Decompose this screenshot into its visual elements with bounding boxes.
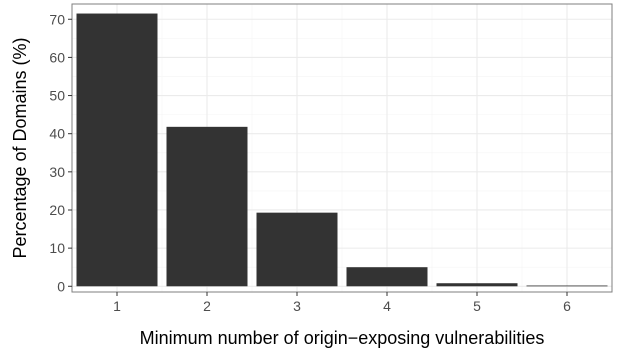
y-tick-label: 60 <box>49 49 65 65</box>
x-axis: 1 2 3 4 5 6 <box>113 292 571 314</box>
bar-3 <box>256 212 338 287</box>
x-tick-label: 2 <box>203 298 211 314</box>
y-tick-label: 10 <box>49 240 65 256</box>
y-axis-title: Percentage of Domains (%) <box>10 37 30 258</box>
bar-5 <box>436 283 518 287</box>
x-axis-title: Minimum number of origin−exposing vulner… <box>140 328 545 348</box>
x-tick-label: 3 <box>293 298 301 314</box>
minor-gridlines <box>72 4 612 292</box>
bar-1 <box>76 13 158 287</box>
x-tick-label: 6 <box>563 298 571 314</box>
y-tick-label: 30 <box>49 164 65 180</box>
panel-border <box>71 3 613 293</box>
x-tick-label: 5 <box>473 298 481 314</box>
y-tick-label: 40 <box>49 126 65 142</box>
bar-6 <box>526 285 608 287</box>
x-tick-label: 4 <box>383 298 391 314</box>
bar-2 <box>166 126 248 287</box>
x-tick-label: 1 <box>113 298 121 314</box>
bars <box>76 13 608 287</box>
y-tick-label: 70 <box>49 11 65 27</box>
y-tick-label: 50 <box>49 88 65 104</box>
y-axis: 0 10 20 30 40 50 60 70 <box>49 11 72 294</box>
bar-4 <box>346 267 428 287</box>
y-tick-label: 20 <box>49 202 65 218</box>
y-tick-label: 0 <box>57 278 65 294</box>
